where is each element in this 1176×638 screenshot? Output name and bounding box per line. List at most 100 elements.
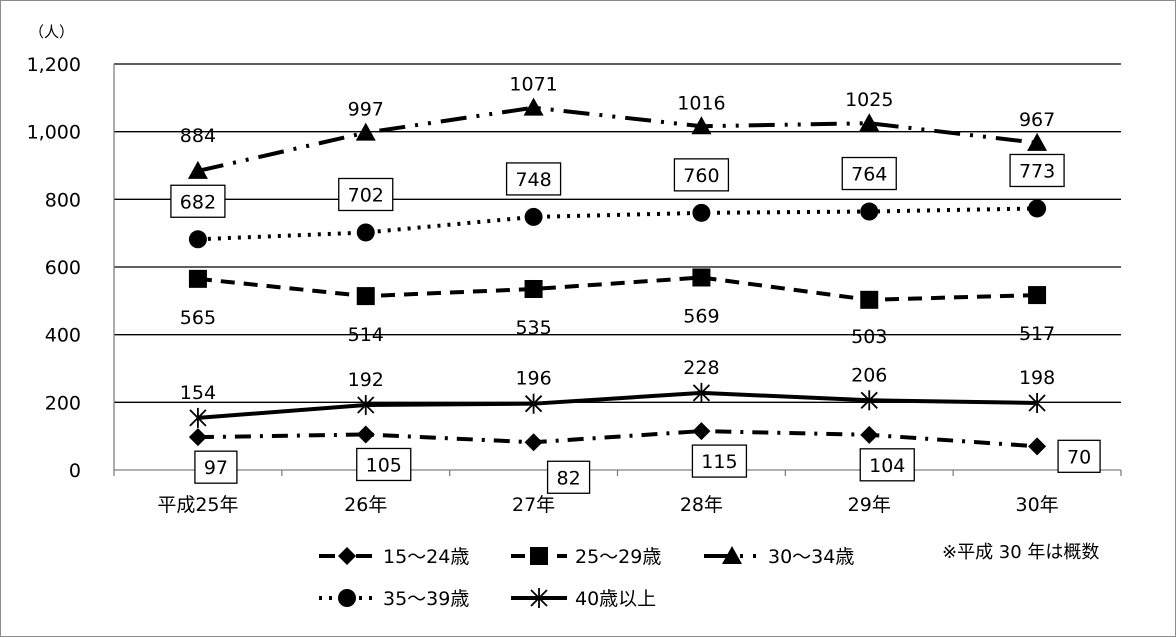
data-label: 70 (1067, 446, 1091, 468)
data-point (860, 425, 879, 444)
legend-marker (530, 547, 548, 565)
series-25～29歳: 565 514 535 569 503 517 (180, 268, 1055, 348)
data-label: 1016 (677, 92, 725, 114)
data-point (1028, 199, 1047, 218)
data-point (1028, 393, 1046, 414)
data-label-box (338, 177, 394, 212)
data-label-box (691, 444, 748, 478)
data-point (524, 433, 543, 452)
data-label: 760 (683, 165, 719, 187)
data-point (860, 290, 879, 309)
data-label: 569 (683, 305, 719, 327)
data-label: 535 (515, 317, 551, 339)
data-label: 104 (869, 455, 905, 477)
series-line (197, 429, 1038, 449)
series-15～24歳: 97 105 82 115 104 70 (188, 422, 1101, 494)
data-point (1027, 132, 1048, 151)
data-point (523, 97, 544, 116)
data-label: 82 (556, 467, 580, 489)
x-tick-label: 平成25年 (157, 494, 238, 516)
data-label: 1071 (509, 74, 557, 96)
series-line (197, 206, 1038, 242)
legend-item: 40歳以上 (511, 588, 656, 610)
data-point (1028, 286, 1047, 305)
legend-item: 25～29歳 (511, 546, 661, 568)
data-label: 196 (515, 368, 551, 390)
legend-item: 15～24歳 (319, 546, 469, 568)
data-point (189, 407, 207, 428)
data-point (860, 390, 878, 411)
data-label: 514 (348, 324, 384, 346)
data-label: 517 (1019, 323, 1055, 345)
data-point (355, 122, 376, 141)
data-label: 198 (1019, 367, 1055, 389)
y-tick-label: 800 (45, 189, 81, 211)
data-label-box (170, 184, 226, 218)
series-30～34歳: 884 997 1071 1016 1025 967 (180, 74, 1055, 179)
data-label-box (859, 448, 915, 482)
data-label: 115 (701, 451, 737, 473)
data-label: 967 (1019, 109, 1055, 131)
data-point (692, 203, 711, 222)
data-label-box (505, 162, 562, 196)
data-point (860, 202, 879, 221)
y-tick-label: 1,200 (27, 54, 81, 76)
legend-item: 30～34歳 (704, 546, 854, 568)
data-point (356, 287, 375, 306)
data-point (1028, 437, 1047, 456)
x-tick-label: 30年 (1015, 494, 1058, 516)
footnote: ※平成 30 年は概数 (942, 542, 1099, 563)
data-point (357, 395, 375, 416)
data-label-box (841, 156, 897, 191)
data-label: 105 (366, 454, 402, 476)
data-label: 997 (348, 99, 384, 121)
data-label-box (1009, 153, 1065, 188)
data-label: 682 (180, 191, 216, 213)
x-tick-label: 28年 (680, 494, 723, 516)
data-point (692, 382, 711, 403)
data-point (188, 428, 207, 447)
data-point (524, 207, 543, 226)
data-label-box (1057, 439, 1101, 473)
data-label: 192 (348, 369, 384, 391)
y-unit-label: （人） (29, 23, 74, 41)
legend-label: 40歳以上 (575, 588, 656, 610)
data-label: 503 (851, 326, 887, 348)
data-point (859, 113, 880, 132)
series-35～39歳: 682 702 748 760 764 773 (170, 153, 1065, 249)
data-label-box (673, 158, 730, 192)
legend-label: 30～34歳 (768, 546, 854, 568)
legend-marker (722, 546, 742, 564)
x-tick-label: 27年 (512, 494, 555, 516)
data-label: 206 (851, 364, 887, 386)
data-label: 773 (1019, 160, 1055, 182)
legend-marker (338, 589, 356, 607)
legend-label: 25～29歳 (575, 546, 661, 568)
data-point (356, 425, 375, 444)
series-line (197, 390, 1038, 420)
legend-label: 35～39歳 (383, 588, 469, 610)
data-point (187, 160, 208, 179)
data-point (524, 279, 543, 298)
x-tick-label: 29年 (848, 494, 891, 516)
data-label: 764 (851, 164, 887, 186)
legend-label: 15～24歳 (383, 546, 469, 568)
data-label-box (356, 447, 412, 482)
data-label: 702 (348, 184, 384, 206)
data-label: 884 (180, 125, 216, 147)
data-label: 748 (515, 169, 551, 191)
data-point (188, 269, 207, 288)
data-label: 1025 (845, 89, 893, 111)
data-label: 565 (180, 307, 216, 329)
legend-item: 35～39歳 (319, 588, 469, 610)
data-label: 228 (683, 357, 719, 379)
data-point (188, 230, 207, 249)
legend-marker (530, 588, 548, 608)
data-point (356, 223, 375, 242)
series-line (197, 275, 1038, 302)
y-tick-label: 400 (45, 325, 81, 347)
data-point (692, 268, 711, 287)
data-point (692, 422, 711, 441)
